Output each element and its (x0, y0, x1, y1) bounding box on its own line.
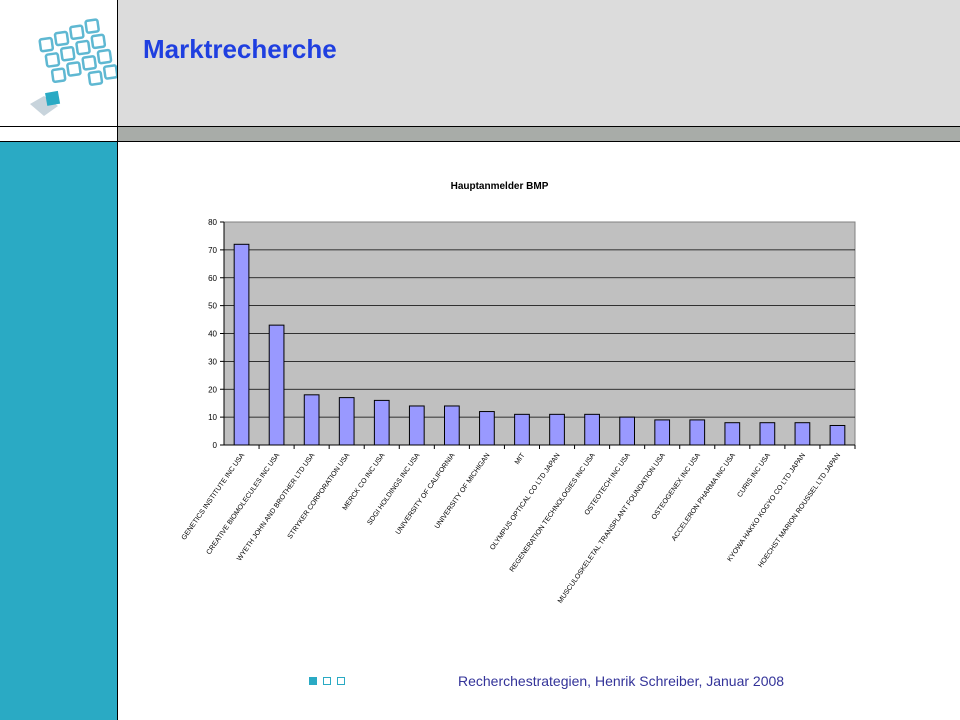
bar (268, 324, 285, 446)
y-tick-label: 0 (213, 441, 218, 450)
y-tick-label: 10 (208, 413, 217, 422)
logo-area (0, 0, 119, 126)
x-tick-label: MIT (514, 452, 527, 466)
bar (479, 411, 495, 446)
chart-svg: 0 10 20 30 40 50 60 70 80 Hauptanmelder BMP GENETI… (181, 181, 856, 605)
chart-title: Hauptanmelder BMP (451, 181, 549, 192)
nav-square-empty (323, 677, 331, 685)
x-tick-label: GENETICS INSTITUTE INC USA (181, 452, 247, 542)
x-tick-label: KYOWA HAKKO KOGYO CO LTD JAPAN (726, 452, 807, 563)
y-tick-label: 20 (208, 385, 217, 394)
grid-squares-logo-icon (30, 18, 119, 116)
x-tick-label: CREATIVE BIOMOLECULES INC USA (206, 452, 282, 556)
bar (689, 419, 706, 446)
bar (619, 416, 636, 446)
bar (408, 405, 425, 446)
bar (514, 413, 530, 446)
x-tick-label: HOECHST MARION ROUSSEL LTD JAPAN (757, 452, 842, 569)
y-tick-label: 30 (208, 357, 217, 366)
bar (724, 422, 741, 446)
nav-square-empty (337, 677, 345, 685)
bar (443, 405, 460, 446)
x-tick-label: CURIS INC USA (736, 452, 772, 499)
bar (829, 424, 846, 446)
slide-title: Marktrecherche (143, 34, 337, 64)
x-tick-label: OLYMPUS OPTICAL CO LTD JAPAN (489, 452, 562, 551)
nav-square-filled (309, 677, 317, 685)
y-tick-label: 50 (208, 302, 217, 311)
bar (549, 413, 565, 446)
header-bar (0, 0, 960, 127)
bar (584, 413, 600, 446)
x-tick-label: WYETH JOHN AND BROTHER LTD USA (236, 452, 316, 563)
bar (373, 399, 390, 446)
x-tick-label: ACCELERON PHARMA INC USA (671, 452, 737, 543)
x-tick-label: UNIVERSITY OF CALIFORNIA (395, 452, 457, 536)
bar (233, 243, 250, 446)
bar-chart: 0 10 20 30 40 50 60 70 80 Hauptanmelder BMP GENETI… (118, 142, 960, 662)
bar (338, 397, 355, 446)
y-tick-label: 70 (208, 246, 217, 255)
header-divider-band (0, 127, 960, 142)
bar (654, 419, 671, 446)
y-tick-label: 40 (208, 330, 217, 339)
bar (303, 394, 320, 446)
x-tick-label: STRYKER CORPORATION USA (287, 452, 352, 541)
y-tick-label: 80 (208, 218, 217, 227)
y-tick-label: 60 (208, 274, 217, 283)
footer-text: Recherchestrategien, Henrik Schreiber, J… (458, 673, 785, 689)
left-sidebar (0, 142, 118, 720)
bar (759, 422, 776, 446)
bar (794, 422, 811, 446)
header-divider-left (0, 127, 118, 141)
